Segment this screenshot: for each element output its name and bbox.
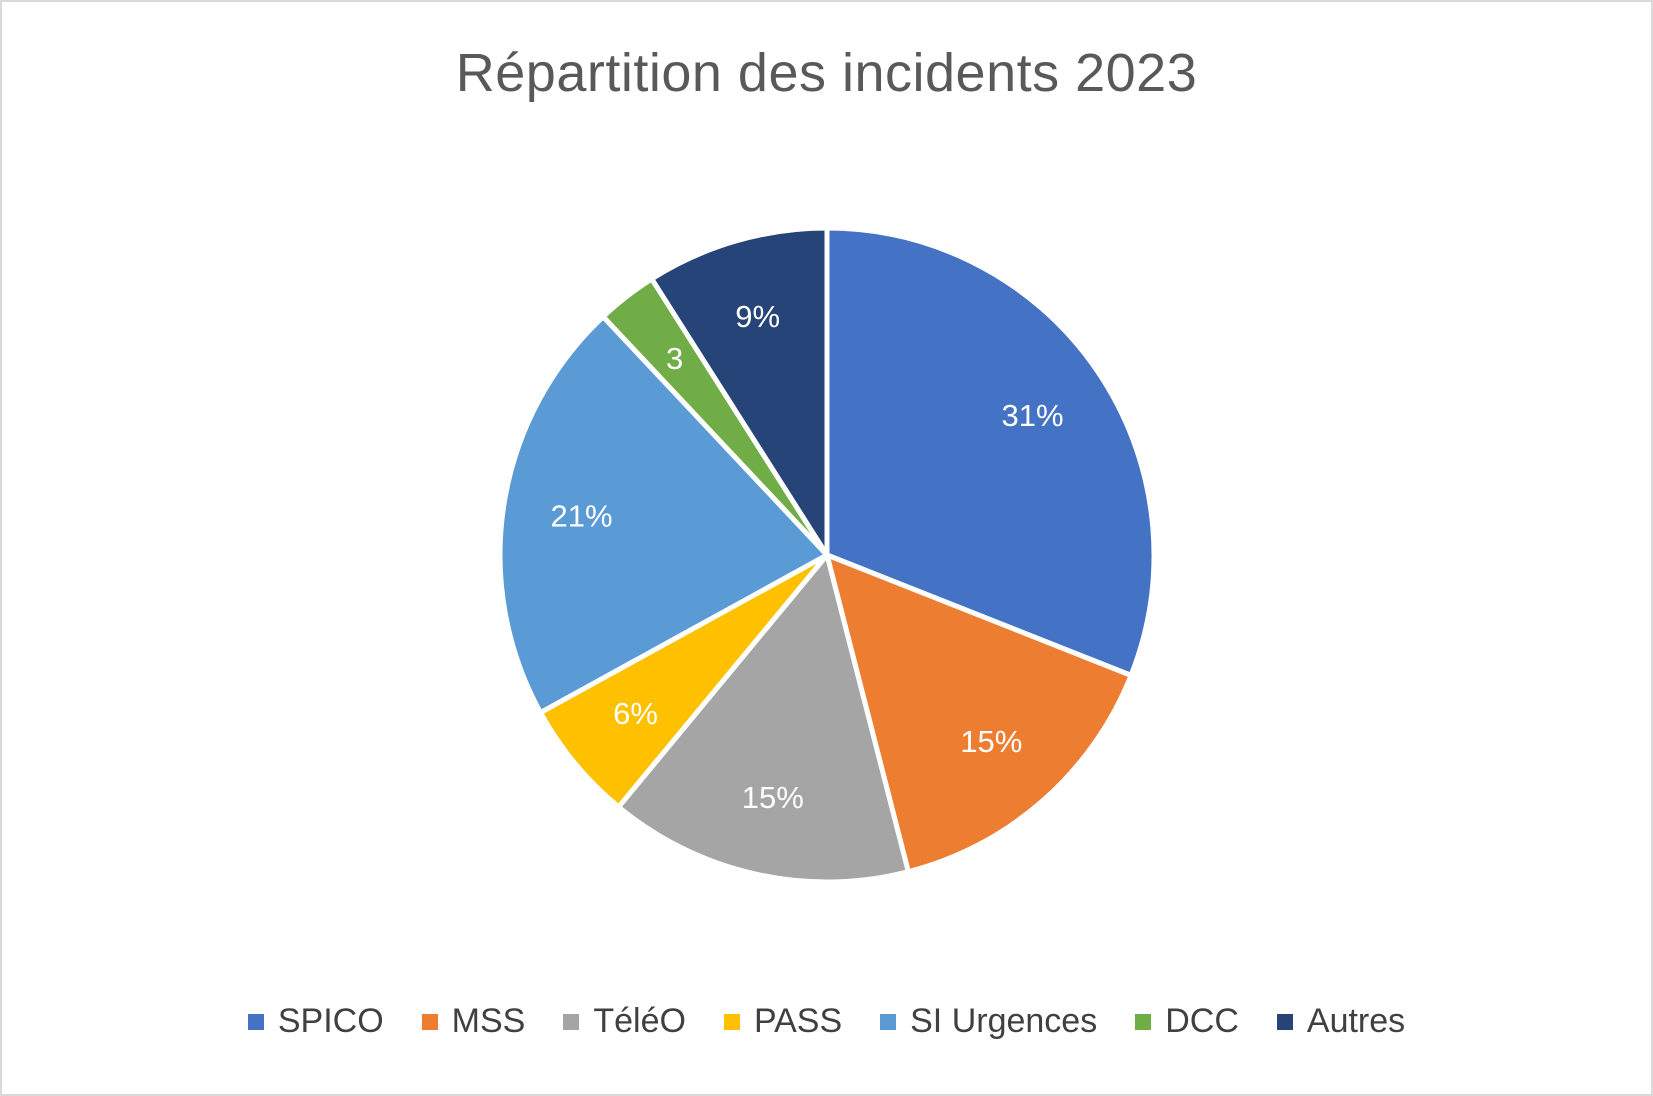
legend-swatch [1276,1013,1293,1030]
legend-item-dcc: DCC [1135,1002,1239,1041]
pie-slice-teleo [616,552,911,885]
data-label-spico: 31% [1002,398,1064,433]
legend-item-spico: SPICO [247,1002,384,1041]
legend-label: PASS [753,1002,843,1040]
pie-slice-autres [649,225,830,558]
chart-legend: SPICO MSS TéléO PASS SI Urgences DCC Autres [2,1002,1651,1041]
legend-label: MSS [451,1002,526,1040]
legend-label: DCC [1165,1002,1239,1040]
pie-slice-si-urgences [497,314,830,716]
data-label-si-urgences: 21% [551,499,613,534]
legend-label: Autres [1306,1002,1406,1040]
data-label-pass: 6% [613,696,658,731]
data-label-mss: 15% [960,724,1022,759]
data-label-autres: 9% [735,299,780,334]
legend-item-teleo: TéléO [563,1002,686,1041]
legend-label: TéléO [593,1002,686,1040]
legend-label: SI Urgences [910,1002,1098,1040]
legend-item-autres: Autres [1276,1002,1406,1041]
legend-swatch [247,1013,264,1030]
legend-swatch [563,1013,580,1030]
legend-swatch [1135,1013,1152,1030]
pie-slice-mss [824,552,1134,875]
legend-item-pass: PASS [723,1002,843,1041]
legend-swatch [723,1013,740,1030]
legend-item-mss: MSS [421,1002,526,1041]
legend-swatch [421,1013,438,1030]
data-label-teleo: 15% [742,780,804,815]
legend-swatch [880,1013,897,1030]
legend-item-si-urgences: SI Urgences [880,1002,1097,1041]
chart-title: Répartition des incidents 2023 [455,43,1198,103]
legend-label: SPICO [277,1002,384,1040]
data-label-dcc: 3 [666,341,683,376]
pie-slice-spico [824,225,1157,678]
